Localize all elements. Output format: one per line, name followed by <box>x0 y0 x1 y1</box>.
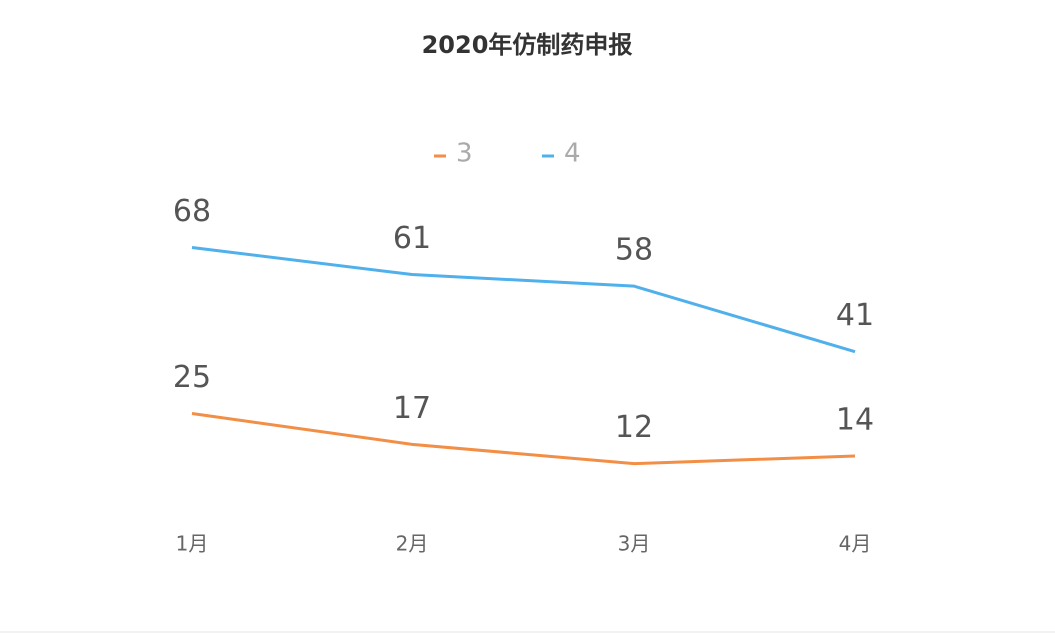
x-tick-label: 1月 <box>176 532 209 556</box>
data-label: 61 <box>393 221 431 256</box>
series-line <box>191 412 856 466</box>
data-label: 41 <box>836 298 874 333</box>
data-label: 12 <box>615 410 653 445</box>
data-label: 17 <box>393 391 431 426</box>
data-label: 68 <box>173 194 211 229</box>
legend-label: 4 <box>564 139 581 169</box>
legend-label: 3 <box>456 139 473 169</box>
series-line <box>191 246 856 354</box>
data-label: 58 <box>615 233 653 268</box>
data-label: 25 <box>173 360 211 395</box>
x-tick-label: 2月 <box>396 532 429 556</box>
x-tick-label: 3月 <box>618 532 651 556</box>
x-tick-label: 4月 <box>839 532 872 556</box>
chart-title: 2020年仿制药申报 <box>422 31 633 59</box>
data-label: 14 <box>836 402 874 437</box>
